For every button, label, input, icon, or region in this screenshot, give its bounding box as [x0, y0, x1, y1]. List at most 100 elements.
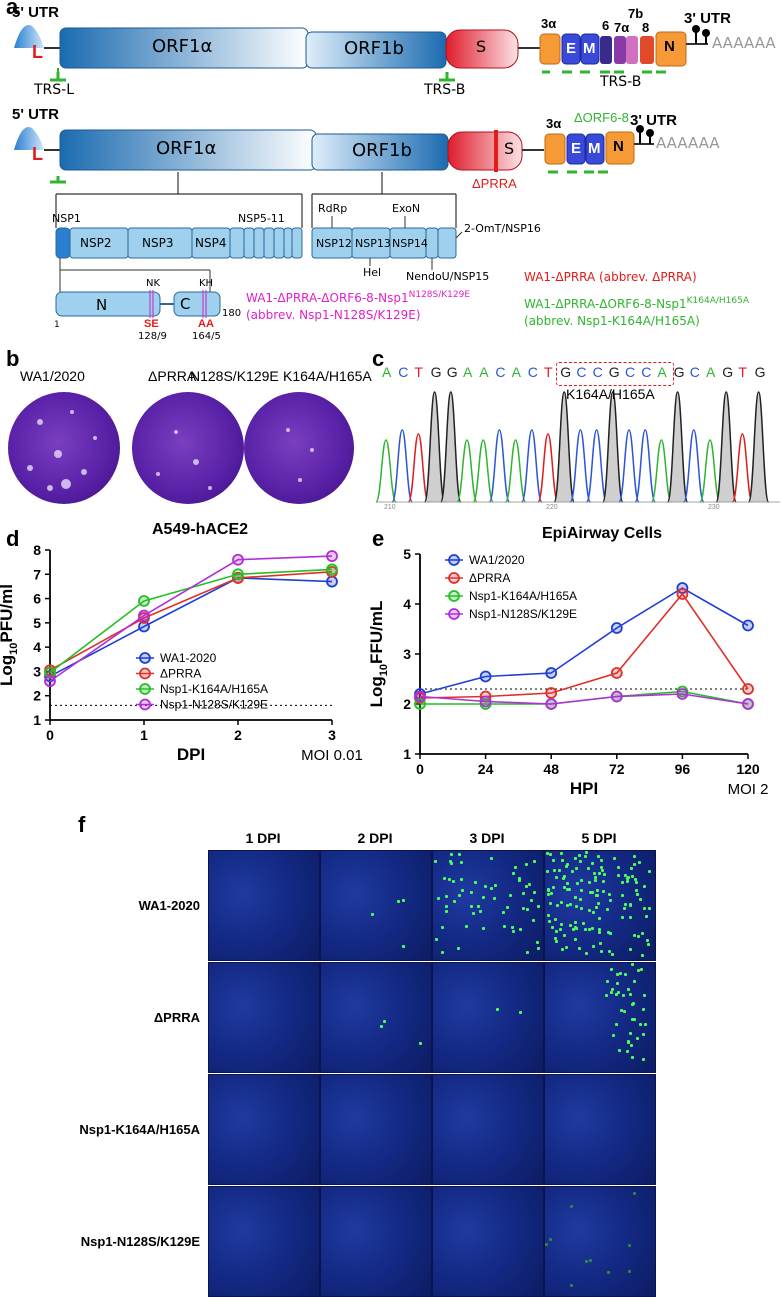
infected-cell-dot [581, 921, 585, 925]
base-call: G [446, 364, 458, 380]
row-label-wa1: WA1-2020 [138, 898, 200, 913]
fluorescence-image [208, 962, 320, 1073]
infected-cell-dot [591, 862, 595, 866]
pos-164-label: 164/5 [192, 331, 221, 342]
infected-cell-dot [600, 866, 604, 870]
infected-cell-dot [511, 930, 515, 934]
leader-label-2: L [32, 144, 43, 164]
base-call: G [722, 364, 734, 380]
infected-cell-dot [573, 895, 577, 899]
omt-label: 2-OmT/NSP16 [464, 222, 541, 235]
infected-cell-dot [546, 914, 550, 918]
infected-cell-dot [632, 1017, 636, 1021]
base-call: C [527, 364, 538, 380]
plaque-spots [27, 410, 314, 491]
infected-cell-dot [610, 952, 614, 956]
x-tick-label: 0 [416, 761, 424, 777]
infected-cell-dot [524, 885, 528, 889]
infected-cell-dot [598, 916, 602, 920]
legend-label: Nsp1-K164A/H165A [469, 589, 577, 603]
x-tick-label: 2 [234, 727, 242, 743]
data-point [742, 698, 754, 710]
infected-cell-dot [633, 1191, 637, 1195]
infected-cell-dot [382, 1020, 386, 1024]
rdrp-label: RdRp [318, 202, 348, 215]
x-tick-label: 72 [609, 761, 625, 777]
mutant-n128s-abbrev: (abbrev. Nsp1-N128S/K129E) [246, 308, 421, 322]
trace-peak-C [391, 429, 413, 503]
infected-cell-dot [571, 927, 575, 931]
infected-cell-dot [625, 877, 629, 881]
infected-cell-dot [594, 879, 598, 883]
x-tick-label: 24 [478, 761, 494, 777]
mutant-dprra-name: WA1-ΔPRRA (abbrev. ΔPRRA) [524, 270, 697, 284]
gene-7b-1 [626, 36, 638, 64]
infected-cell-dot [623, 873, 627, 877]
infected-cell-dot [610, 967, 614, 971]
infected-cell-dot [598, 872, 602, 876]
infected-cell-dot [489, 887, 493, 891]
infected-cell-dot [553, 937, 557, 941]
infected-cell-dot [618, 971, 622, 975]
base-call: C [592, 364, 603, 380]
infected-cell-dot [570, 1205, 574, 1209]
infected-cell-dot [574, 857, 578, 860]
infected-cell-dot [545, 870, 549, 874]
x-tick-label: 1 [140, 727, 148, 743]
exon-label: ExoN [392, 202, 421, 215]
y-axis-title: Log10FFU/mL [367, 601, 390, 708]
infected-cell-dot [558, 927, 562, 931]
gene-6-label: 6 [602, 18, 610, 33]
infected-cell-dot [605, 980, 609, 984]
orf1a-label-2: ORF1α [156, 138, 217, 159]
utr5-hairpin-2 [14, 126, 44, 150]
trs-l-label: TRS-L [34, 82, 75, 98]
infected-cell-dot [536, 947, 540, 951]
trace-peak-A [375, 439, 397, 503]
row-label-n128s: Nsp1-N128S/K129E [80, 1234, 200, 1249]
infected-cell-dot [522, 891, 526, 895]
infected-cell-dot [579, 906, 583, 910]
mutant-k164a-name: WA1-ΔPRRA-ΔORF6-8-Nsp1K164A/H165A [524, 296, 749, 311]
trace-peak-T [407, 433, 430, 503]
series-line [49, 571, 333, 671]
fluorescence-image [320, 1186, 432, 1297]
infected-cell-dot [444, 895, 448, 899]
trace-peak-C [618, 429, 640, 503]
infected-cell-dot [595, 888, 599, 892]
infected-cell-dot [531, 918, 535, 922]
infected-cell-dot [533, 890, 537, 894]
fluorescence-image [208, 850, 320, 961]
infected-cell-dot [639, 1022, 643, 1026]
infected-cell-dot [628, 1243, 632, 1247]
infected-cell-dot [579, 897, 583, 901]
nendou-label: NendoU/NSP15 [406, 270, 490, 283]
panel-label-c: c [372, 346, 385, 371]
nsp5-11-label: NSP5-11 [238, 212, 285, 225]
infected-cell-dot [555, 930, 559, 934]
infected-cell-dot [646, 939, 650, 943]
infected-cell-dot [563, 933, 567, 937]
legend-label: Nsp1-N128S/K129E [160, 698, 268, 712]
infected-cell-dot [568, 924, 572, 927]
chart-title: A549-hACE2 [152, 521, 248, 538]
infected-cell-dot [460, 861, 464, 865]
infected-cell-dot [620, 880, 624, 884]
data-point [326, 550, 338, 562]
fluorescence-image [432, 962, 544, 1073]
infected-cell-dot [495, 1007, 499, 1011]
base-call: T [544, 364, 553, 380]
infected-cell-dot [435, 938, 439, 942]
infected-cell-dot [631, 874, 635, 878]
utr3-label-2: 3' UTR [630, 112, 677, 129]
base-call: G [560, 364, 572, 380]
y-tick-label: 7 [33, 566, 41, 582]
infected-cell-dot [570, 1284, 574, 1288]
chart-epiairway: 1 2 3 4 5 0 24 48 72 96 120 EpiAirway Cells Log10FFU… [367, 525, 768, 798]
leader-label-1: L [32, 42, 43, 62]
base-call: C [398, 364, 409, 380]
infected-cell-dot [630, 1056, 634, 1060]
infected-cell-dot [535, 941, 539, 945]
polya-label-2: AAAAAA [656, 134, 720, 152]
infected-cell-dot [554, 917, 558, 921]
